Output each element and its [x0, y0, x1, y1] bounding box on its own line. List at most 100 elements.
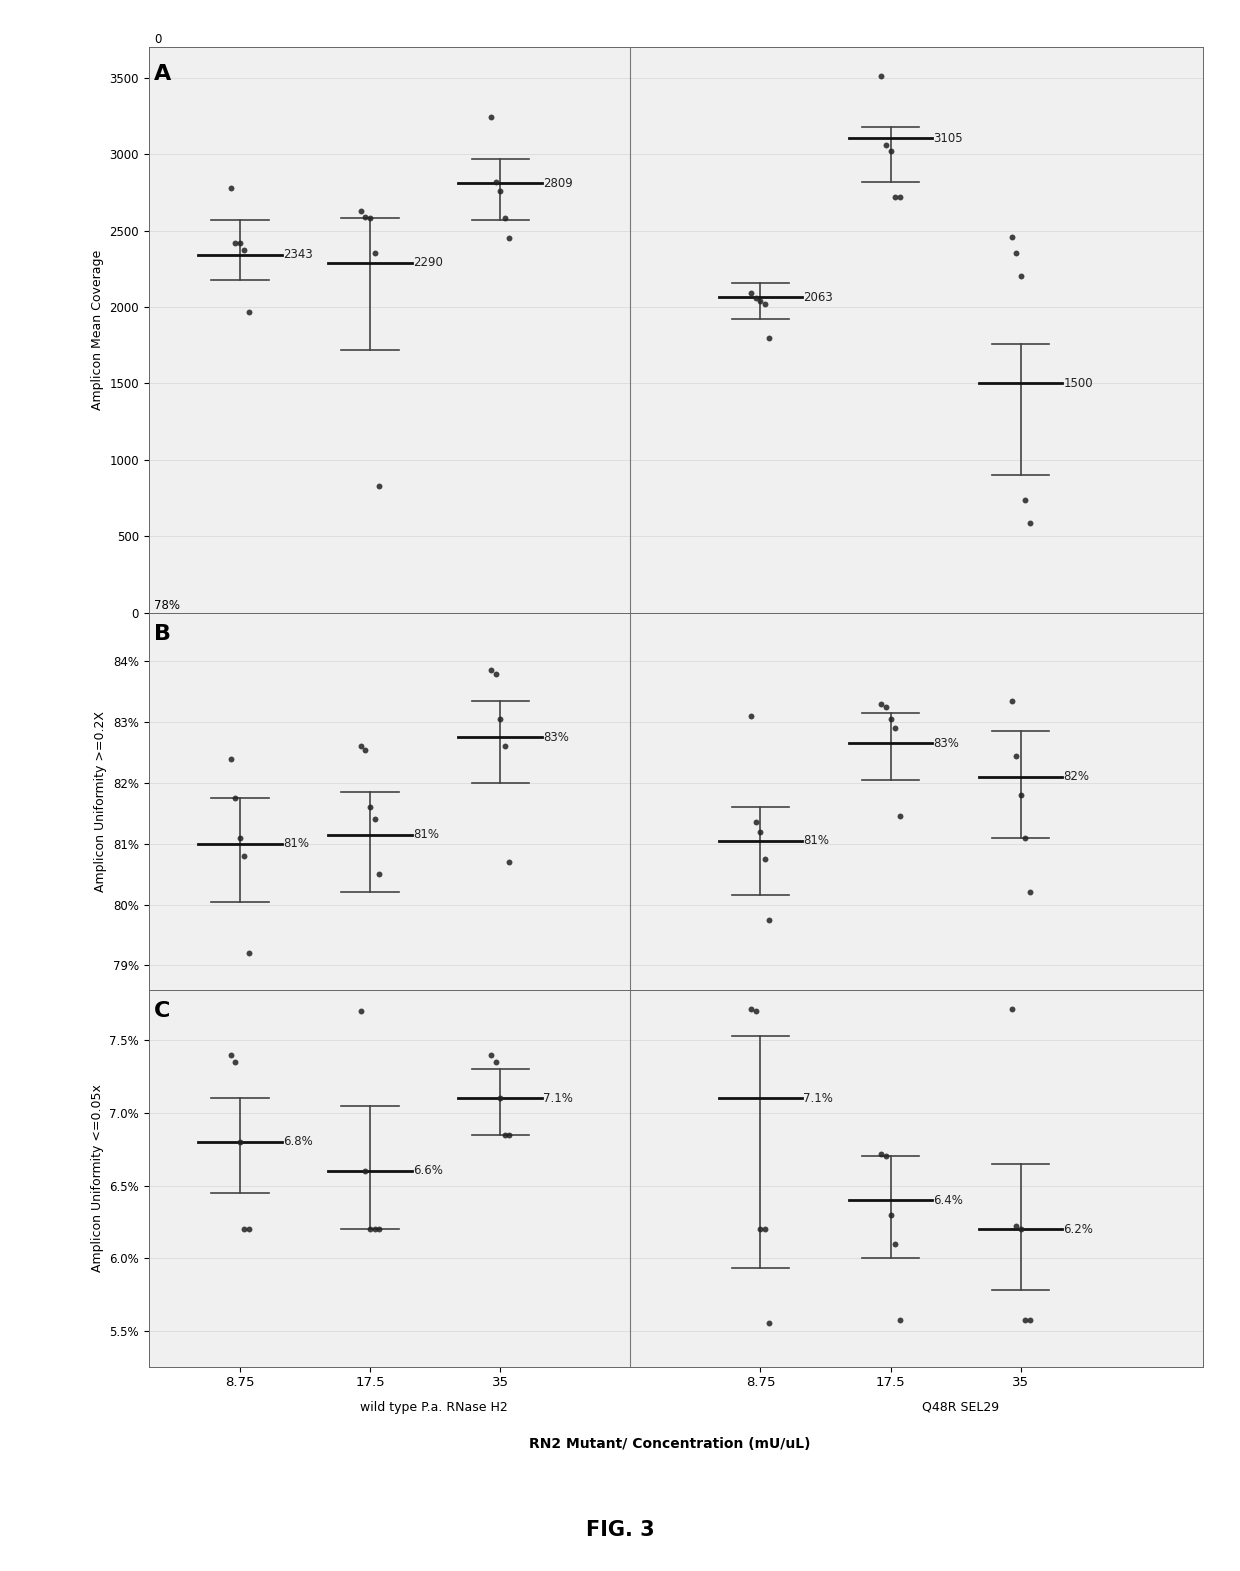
Text: 83%: 83%: [543, 731, 569, 743]
Point: [365, 240, 384, 265]
Text: 81%: 81%: [283, 837, 309, 850]
Point: [1006, 1213, 1025, 1238]
Point: [1011, 1216, 1030, 1241]
Point: [1016, 487, 1035, 512]
Text: 1500: 1500: [1064, 377, 1094, 390]
Point: [481, 658, 501, 683]
Point: [360, 206, 379, 231]
Point: [495, 734, 515, 759]
Point: [1019, 1307, 1039, 1332]
Y-axis label: Amplicon Mean Coverage: Amplicon Mean Coverage: [91, 250, 104, 410]
Text: 6.8%: 6.8%: [283, 1136, 312, 1148]
Text: wild type P.a. RNase H2: wild type P.a. RNase H2: [360, 1401, 507, 1414]
Point: [875, 132, 895, 157]
Point: [760, 325, 780, 350]
Point: [880, 1202, 900, 1227]
Point: [500, 1122, 520, 1147]
Point: [1016, 825, 1035, 850]
Point: [495, 206, 515, 231]
Point: [221, 746, 241, 771]
Point: [490, 1086, 510, 1111]
Point: [1019, 880, 1039, 905]
Text: 83%: 83%: [934, 737, 960, 749]
Text: 82%: 82%: [1064, 770, 1090, 784]
Point: [500, 226, 520, 251]
Text: FIG. 3: FIG. 3: [585, 1519, 655, 1540]
Point: [234, 1216, 254, 1241]
Point: [356, 737, 376, 762]
Text: 2809: 2809: [543, 178, 573, 190]
Point: [875, 694, 895, 720]
Text: 0: 0: [154, 33, 161, 46]
Point: [481, 105, 501, 130]
Point: [360, 1216, 379, 1241]
Point: [889, 804, 909, 829]
Point: [889, 1307, 909, 1332]
Point: [755, 1216, 775, 1241]
Point: [750, 1216, 770, 1241]
Point: [370, 861, 389, 886]
Text: 2290: 2290: [413, 256, 443, 269]
Point: [872, 63, 892, 88]
Point: [239, 298, 259, 324]
Point: [1019, 511, 1039, 536]
Point: [229, 1130, 249, 1155]
Point: [746, 811, 766, 836]
Point: [234, 237, 254, 262]
Point: [750, 818, 770, 844]
Point: [370, 1216, 389, 1241]
Text: C: C: [154, 1001, 170, 1021]
Point: [500, 850, 520, 875]
Text: 6.2%: 6.2%: [1064, 1222, 1094, 1235]
Point: [356, 1158, 376, 1183]
Point: [239, 941, 259, 966]
Point: [495, 1122, 515, 1147]
Point: [481, 1043, 501, 1068]
Point: [755, 847, 775, 872]
Point: [1016, 1307, 1035, 1332]
Point: [226, 786, 246, 811]
Point: [226, 231, 246, 256]
Point: [1011, 782, 1030, 807]
Point: [875, 1144, 895, 1169]
Point: [221, 176, 241, 201]
Point: [889, 184, 909, 209]
Point: [880, 138, 900, 163]
Text: Q48R SEL29: Q48R SEL29: [921, 1401, 999, 1414]
Point: [351, 734, 371, 759]
Point: [490, 707, 510, 732]
Text: 7.1%: 7.1%: [543, 1092, 573, 1104]
Point: [742, 704, 761, 729]
Point: [742, 996, 761, 1021]
Text: A: A: [154, 64, 171, 85]
Point: [351, 198, 371, 223]
Point: [226, 1049, 246, 1075]
Point: [760, 906, 780, 932]
Point: [365, 807, 384, 833]
Point: [239, 1216, 259, 1241]
Y-axis label: Amplicon Uniformity <=0.05x: Amplicon Uniformity <=0.05x: [91, 1084, 104, 1273]
Point: [1002, 688, 1022, 713]
Point: [1002, 225, 1022, 250]
Text: B: B: [154, 624, 171, 644]
Point: [742, 281, 761, 306]
Point: [885, 1232, 905, 1257]
Text: 81%: 81%: [413, 828, 439, 840]
Point: [229, 231, 249, 256]
Text: RN2 Mutant/ Concentration (mU/uL): RN2 Mutant/ Concentration (mU/uL): [528, 1437, 811, 1452]
Point: [755, 291, 775, 316]
Point: [229, 825, 249, 850]
Point: [880, 707, 900, 732]
Text: 7.1%: 7.1%: [804, 1092, 833, 1104]
Point: [1002, 996, 1022, 1021]
Point: [1006, 743, 1025, 768]
Point: [760, 1310, 780, 1335]
Point: [486, 170, 506, 195]
Point: [356, 204, 376, 229]
Text: 2343: 2343: [283, 248, 312, 261]
Point: [370, 473, 389, 498]
Point: [750, 289, 770, 314]
Text: 81%: 81%: [804, 834, 830, 847]
Point: [234, 844, 254, 869]
Point: [360, 795, 379, 820]
